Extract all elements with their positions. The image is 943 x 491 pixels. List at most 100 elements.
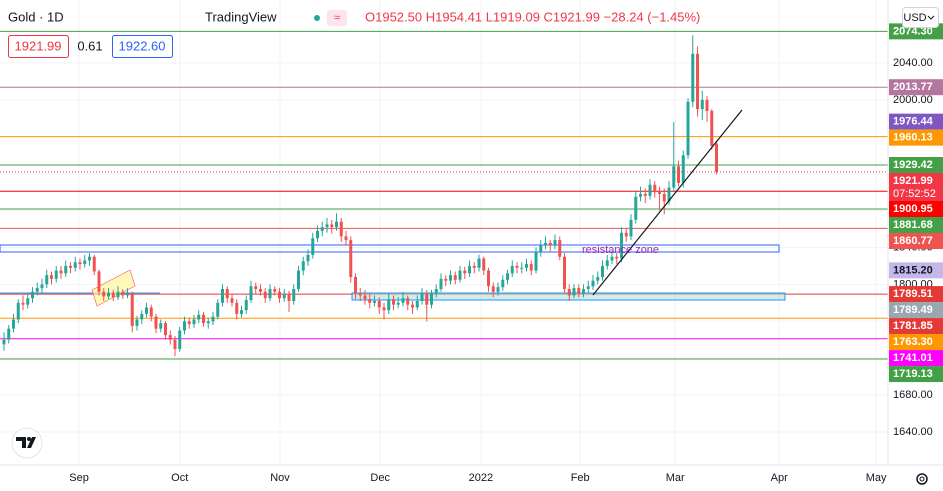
candle-body xyxy=(629,219,633,237)
level-label: 1789.51 xyxy=(893,288,933,300)
candle-body xyxy=(344,236,348,241)
candle-body xyxy=(201,314,205,324)
candle-body xyxy=(415,300,419,308)
trend-line xyxy=(592,109,743,296)
candle-body xyxy=(335,221,339,228)
resistance-box xyxy=(0,244,780,253)
level-label-box xyxy=(889,286,943,303)
candle-body xyxy=(477,258,481,268)
candle-body xyxy=(244,300,248,311)
candle-body xyxy=(705,99,709,111)
candle-body xyxy=(125,293,129,296)
candle-body xyxy=(349,240,353,278)
candle-body xyxy=(111,292,115,298)
level-label: 1921.99 xyxy=(893,175,933,187)
candle-body xyxy=(68,265,72,268)
candle-body xyxy=(439,278,443,289)
currency-button[interactable] xyxy=(902,7,939,28)
candle-body xyxy=(282,293,286,299)
candle-body xyxy=(577,288,581,294)
candle-body xyxy=(515,265,519,268)
candle-body xyxy=(301,261,305,271)
candle-body xyxy=(691,53,695,102)
candle-body xyxy=(715,143,719,172)
candle-body xyxy=(681,155,685,183)
settings-icon[interactable] xyxy=(916,473,928,485)
currency: USD xyxy=(903,12,926,24)
candle-body xyxy=(506,273,510,280)
candle-body xyxy=(605,260,609,266)
candle-body xyxy=(491,286,495,292)
candle-body xyxy=(225,288,229,299)
x-tick-label: Oct xyxy=(171,472,188,484)
level-label-box xyxy=(889,366,943,383)
level-label: 1781.85 xyxy=(893,320,933,332)
candle-body xyxy=(544,242,548,246)
candle-body xyxy=(368,299,372,303)
candle-body xyxy=(677,166,681,183)
level-label: 1741.01 xyxy=(893,352,933,364)
tv-logo xyxy=(11,427,43,459)
candle-body xyxy=(620,232,624,259)
candle-body xyxy=(154,316,158,329)
candle-body xyxy=(92,256,96,272)
candle-body xyxy=(59,270,63,274)
candle-body xyxy=(482,258,486,271)
candle-body xyxy=(163,323,167,336)
candle-body xyxy=(116,291,120,298)
candle-body xyxy=(582,288,586,294)
candle-body xyxy=(220,288,224,303)
level-label: 1900.95 xyxy=(893,203,933,215)
y-tick-label: 2000.00 xyxy=(893,94,933,106)
candle-body xyxy=(686,101,690,156)
candle-body xyxy=(610,256,614,261)
candle-body xyxy=(420,293,424,301)
ask: 1922.60 xyxy=(119,38,166,53)
annotation: resistance zone xyxy=(582,244,659,256)
level-label: 1815.20 xyxy=(893,264,933,276)
candle-body xyxy=(35,288,39,292)
candle-body xyxy=(287,293,291,301)
candle-body xyxy=(197,314,201,320)
candle-body xyxy=(696,53,700,110)
level-label-box xyxy=(889,350,943,367)
candle-body xyxy=(553,240,557,246)
candle-body xyxy=(173,339,177,349)
candle-body xyxy=(2,339,6,345)
candle-body xyxy=(40,284,44,289)
candle-body xyxy=(30,291,34,299)
candle-body xyxy=(73,262,77,268)
candle-body xyxy=(325,224,329,228)
level-label: 1860.77 xyxy=(893,235,933,247)
candle-body xyxy=(624,232,628,237)
candle-body xyxy=(667,187,671,202)
candle-body xyxy=(601,265,605,278)
candle-body xyxy=(45,275,49,285)
bid: 1921.99 xyxy=(15,38,62,53)
level-label-box xyxy=(889,129,943,146)
candle-body xyxy=(487,270,491,287)
candle-body xyxy=(187,321,191,325)
currency-caret xyxy=(927,15,935,20)
candle-body xyxy=(239,310,243,314)
x-tick-label: Mar xyxy=(666,472,685,484)
candle-body xyxy=(453,275,457,280)
candle-body xyxy=(563,256,567,289)
candle-body xyxy=(444,278,448,281)
candle-body xyxy=(268,288,272,299)
level-label-box xyxy=(889,173,943,202)
time-axis xyxy=(0,465,888,491)
candle-body xyxy=(83,260,87,265)
level-label-box xyxy=(889,113,943,130)
bid-box[interactable] xyxy=(8,35,69,58)
ask-box[interactable] xyxy=(112,35,173,58)
candle-body xyxy=(529,264,533,271)
candle-body xyxy=(396,302,400,305)
candle-body xyxy=(192,319,196,325)
candle-body xyxy=(121,291,125,296)
candle-body xyxy=(567,288,571,296)
level-label-box xyxy=(889,302,943,319)
candle-body xyxy=(106,292,110,297)
candle-body xyxy=(149,307,153,317)
